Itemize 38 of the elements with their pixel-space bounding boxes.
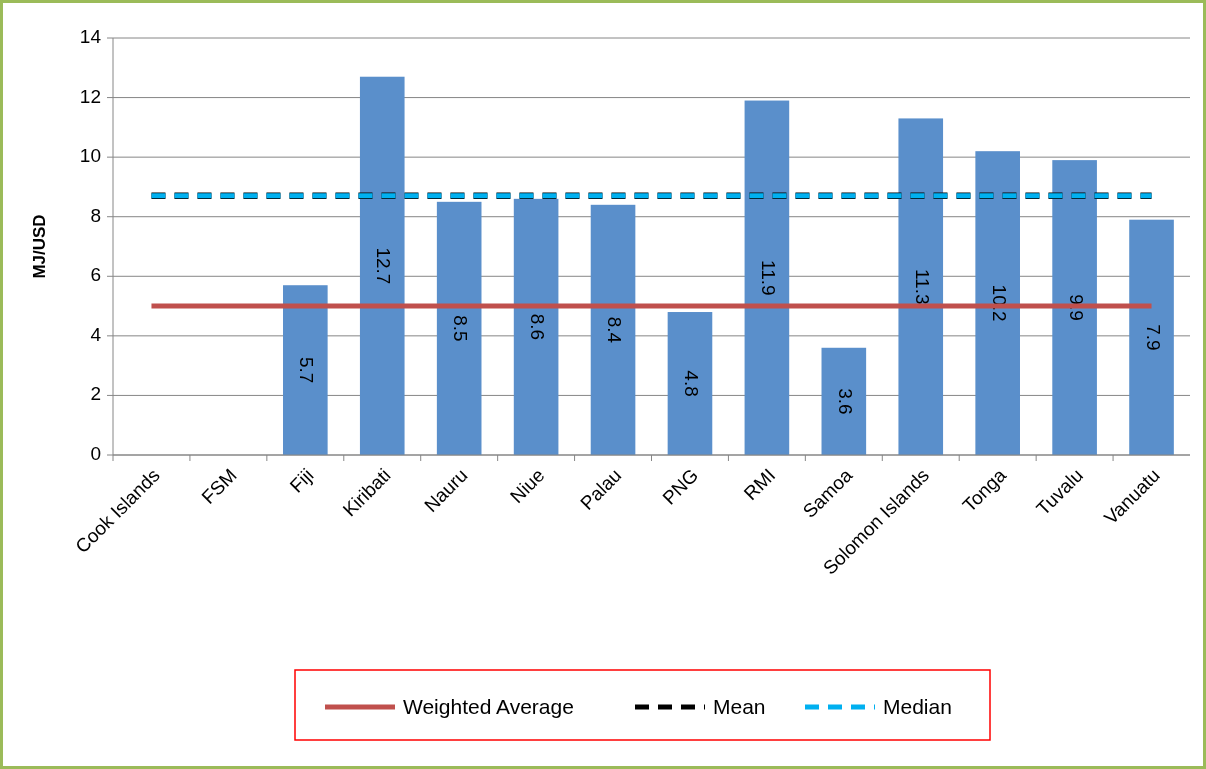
legend-label: Weighted Average	[403, 694, 574, 718]
data-label: 7.9	[1142, 324, 1164, 351]
y-tick-label: 6	[90, 264, 101, 286]
bar	[1129, 219, 1174, 455]
data-label: 4.8	[680, 370, 702, 397]
bar	[436, 201, 482, 455]
data-label: 11.9	[757, 259, 779, 296]
y-tick-label: 10	[79, 145, 101, 167]
y-tick-label: 12	[79, 85, 101, 107]
bar	[667, 312, 713, 455]
data-label: 8.6	[527, 313, 549, 341]
bar	[513, 198, 559, 455]
legend-label: Median	[883, 694, 952, 718]
data-label: 8.4	[604, 316, 626, 344]
bar	[283, 285, 328, 455]
legend-label: Mean	[713, 694, 766, 718]
data-label: 9.9	[1065, 294, 1087, 321]
x-tick-label: Fiji	[285, 464, 318, 497]
data-label: 12.7	[373, 247, 395, 285]
bar	[898, 118, 944, 455]
bar	[744, 100, 790, 455]
bar	[821, 347, 867, 455]
bar	[1052, 160, 1097, 455]
bar	[359, 76, 405, 455]
bar	[975, 151, 1020, 455]
data-label: 5.7	[296, 356, 318, 384]
y-tick-label: 4	[90, 323, 102, 345]
y-tick-label: 14	[79, 26, 102, 48]
y-axis-title: MJ/USD	[30, 214, 49, 279]
data-label: 11.3	[911, 268, 933, 305]
bar	[590, 204, 636, 455]
y-tick-label: 8	[90, 204, 101, 226]
data-label: 3.6	[834, 388, 856, 415]
x-tick-label: Niue	[506, 464, 549, 508]
y-tick-label: 2	[90, 383, 101, 405]
x-tick-label: RMI	[739, 464, 780, 504]
y-tick-label: 0	[90, 443, 101, 465]
data-label: 8.5	[450, 315, 472, 342]
